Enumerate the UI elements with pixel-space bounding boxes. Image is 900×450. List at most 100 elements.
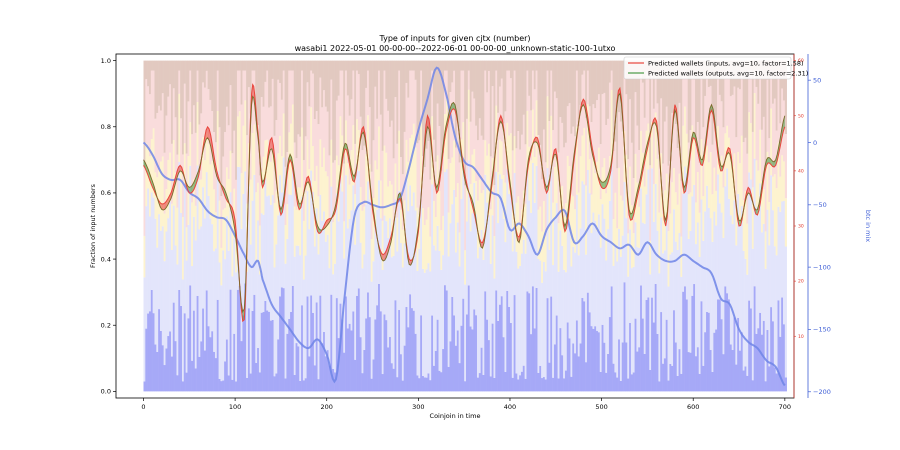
bg-band-remix <box>389 337 392 392</box>
bg-band-remix-light <box>509 195 513 323</box>
bg-band-top <box>603 60 606 93</box>
bg-band-top <box>231 60 234 154</box>
bg-band-remix-light <box>478 247 481 374</box>
bg-band-other <box>522 114 525 191</box>
bg-band-remix <box>387 347 390 392</box>
bg-band-other <box>733 86 736 154</box>
bg-band-top <box>588 60 591 107</box>
bg-band-fresh <box>227 178 230 251</box>
bg-band-remix-light <box>662 253 665 364</box>
bg-band-remix <box>698 373 701 392</box>
bg-band-fresh <box>167 159 170 219</box>
bg-band-top <box>211 60 214 111</box>
bg-band-remix <box>520 371 524 392</box>
bg-band-remix-light <box>429 271 432 381</box>
bg-band-top <box>398 60 401 71</box>
bg-band-top <box>526 60 529 71</box>
bg-band-remix <box>775 373 778 392</box>
bg-band-remix-light <box>764 268 767 382</box>
bg-band-remix <box>511 377 514 392</box>
diff-fill-segment <box>160 202 162 210</box>
bg-band-top <box>541 60 544 180</box>
bg-band-remix-light <box>706 185 709 312</box>
bg-band-remix-light <box>269 204 273 321</box>
bg-band-fresh <box>676 204 679 250</box>
bg-band-fresh <box>647 123 650 170</box>
bg-band-other <box>255 120 258 193</box>
bg-band-top <box>222 60 225 157</box>
bg-band-remix-light <box>389 218 392 338</box>
bg-band-remix-light <box>297 245 300 347</box>
bg-band-other <box>693 79 696 133</box>
bg-band-other <box>480 135 483 194</box>
bg-band-remix <box>460 325 463 392</box>
bg-band-remix <box>324 356 328 392</box>
bg-band-top <box>317 60 320 125</box>
bg-band-other <box>159 110 163 162</box>
bg-band-other <box>227 125 230 179</box>
bg-band-remix <box>513 295 516 392</box>
bg-band-other <box>440 170 443 231</box>
bg-band-top <box>751 60 754 132</box>
bg-band-top <box>420 60 423 71</box>
bg-band-remix <box>678 349 681 392</box>
bg-band-other <box>447 158 450 213</box>
bg-band-fresh <box>651 122 654 169</box>
bg-band-remix-light <box>630 268 634 375</box>
bg-band-remix <box>379 311 383 392</box>
bg-band-remix <box>674 342 678 392</box>
bg-band-fresh <box>268 158 271 196</box>
bg-band-fresh <box>739 163 742 225</box>
bg-band-remix-light <box>200 226 203 342</box>
bg-band-remix <box>777 300 780 392</box>
bg-band-other <box>412 70 415 124</box>
bg-band-other <box>176 154 179 208</box>
bg-band-top <box>451 60 454 83</box>
bg-band-top <box>498 60 502 87</box>
bg-band-remix <box>249 373 252 392</box>
bg-band-top <box>220 60 223 197</box>
right-inner-tick-label: 40 <box>798 168 804 174</box>
bg-band-fresh <box>405 139 408 181</box>
stacked-fraction-background <box>143 60 787 392</box>
bg-band-top <box>343 60 346 164</box>
bg-band-fresh <box>244 100 247 172</box>
bg-band-remix-light <box>202 187 205 309</box>
bg-band-fresh <box>451 157 454 205</box>
bg-band-fresh <box>526 110 529 171</box>
bg-band-remix-light <box>581 181 584 298</box>
bg-band-remix <box>456 330 459 392</box>
bg-band-top <box>572 60 575 127</box>
bg-band-other <box>330 79 333 140</box>
bg-band-top <box>775 60 778 131</box>
bg-band-top <box>455 60 458 148</box>
bg-band-remix <box>467 285 470 392</box>
bg-band-fresh <box>706 145 709 186</box>
bg-band-remix-light <box>742 250 745 371</box>
bg-band-other <box>363 145 366 207</box>
bg-band-fresh <box>260 171 263 214</box>
bg-band-other <box>781 88 784 156</box>
bg-band-top <box>471 60 474 92</box>
bg-band-fresh <box>427 207 430 264</box>
bg-band-other <box>244 70 247 101</box>
bg-band-fresh <box>271 152 274 196</box>
bg-band-remix <box>264 300 267 392</box>
bg-band-other <box>187 101 190 157</box>
bg-band-top <box>434 60 437 162</box>
bg-band-fresh <box>145 143 148 207</box>
bg-band-remix-light <box>585 254 588 363</box>
bg-band-top <box>246 60 249 136</box>
bg-band-other <box>145 79 148 144</box>
bg-band-other <box>163 152 166 214</box>
bg-band-remix-light <box>295 245 298 344</box>
bg-band-other <box>291 70 295 105</box>
bg-band-fresh <box>257 182 260 221</box>
bg-band-fresh <box>317 196 320 255</box>
bg-band-other <box>585 117 588 186</box>
bg-band-remix-light <box>350 210 353 331</box>
bg-band-remix-light <box>423 272 426 378</box>
bg-band-remix-light <box>750 179 753 309</box>
bg-band-remix <box>354 359 357 392</box>
bg-band-remix <box>315 302 318 392</box>
